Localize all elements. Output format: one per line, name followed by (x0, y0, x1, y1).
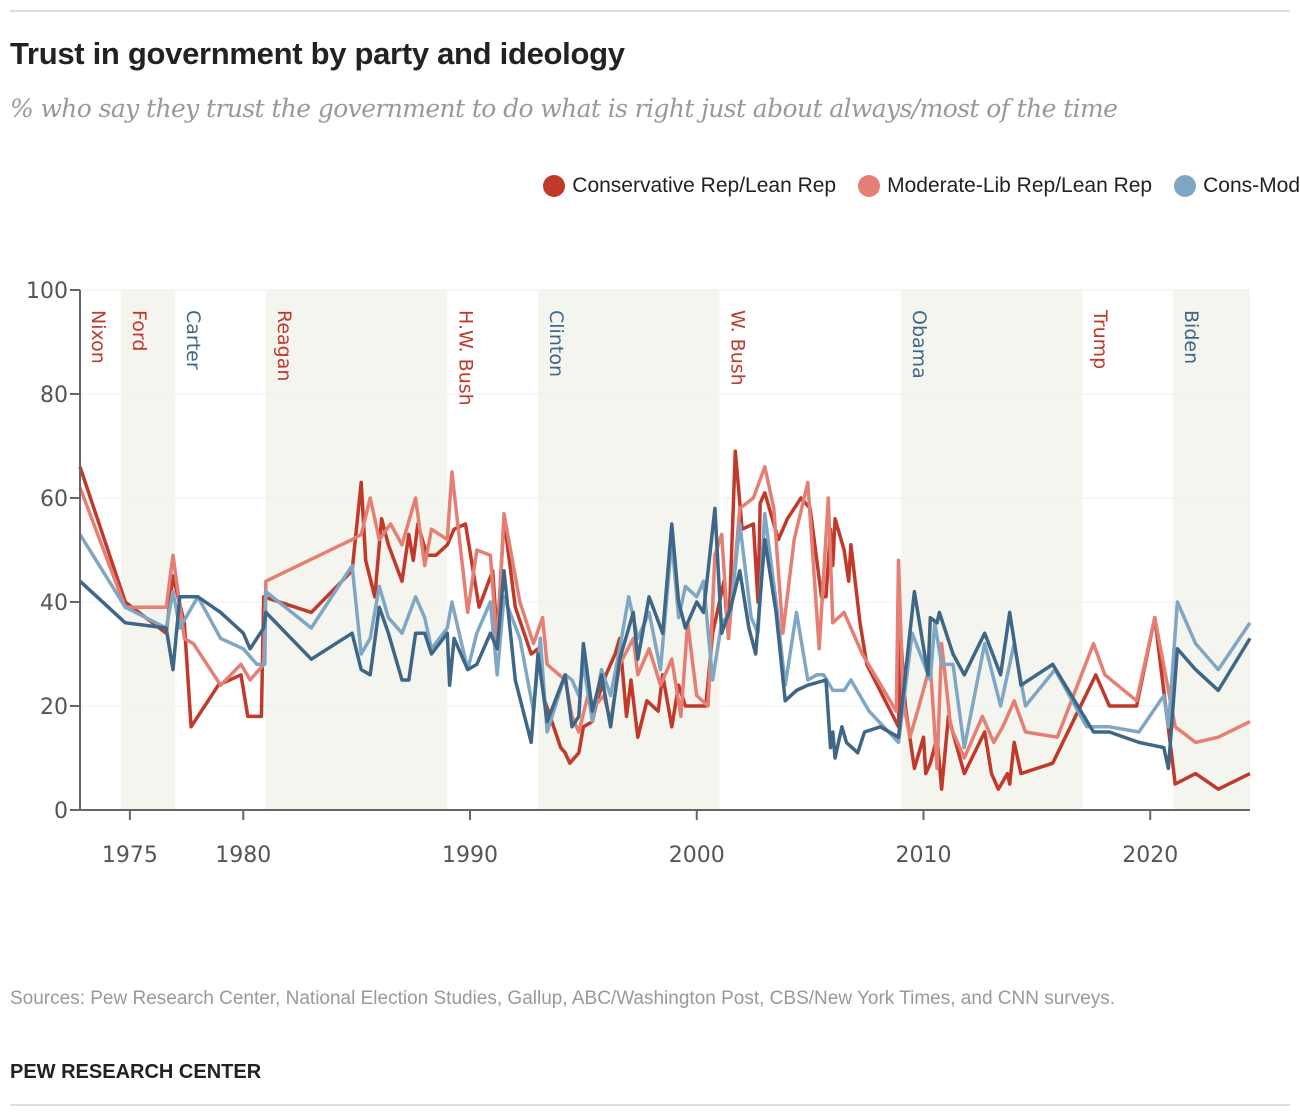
x-tick-label: 2000 (669, 843, 725, 868)
administration-label: Carter (182, 310, 204, 370)
series-line-1 (78, 465, 1251, 771)
administration-label: H.W. Bush (454, 310, 476, 406)
administration-label: Ford (128, 310, 150, 351)
series-line-2 (78, 511, 1252, 750)
administration-label: Nixon (87, 310, 109, 364)
series-line-3 (78, 506, 1252, 771)
top-rule (10, 10, 1290, 12)
x-tick-label: 2010 (895, 843, 951, 868)
administration-label: W. Bush (726, 310, 748, 386)
y-tick-label: 0 (54, 799, 68, 824)
administration-band (265, 290, 448, 810)
legend-item: Moderate-Lib Rep/Lean Rep (858, 174, 1152, 198)
administration-band (1172, 290, 1250, 810)
y-tick-label: 80 (40, 383, 68, 408)
legend-label: Moderate-Lib Rep/Lean Rep (887, 174, 1153, 197)
legend-item: Conservative Rep/Lean Rep (543, 174, 836, 198)
bottom-rule (10, 1104, 1290, 1106)
administration-label: Reagan (273, 310, 295, 381)
legend-swatch-icon (1174, 175, 1197, 197)
x-tick-label: 1975 (102, 843, 158, 868)
legend-label: Cons-Mod (1203, 174, 1300, 197)
source-note: Sources: Pew Research Center, National E… (10, 988, 1115, 1009)
chart-subtitle: % who say they trust the government to d… (10, 94, 1118, 123)
legend-swatch-icon (543, 175, 566, 197)
administration-label: Trump (1089, 309, 1111, 369)
administration-band (900, 290, 1083, 810)
y-tick-label: 40 (40, 591, 68, 616)
administration-band (120, 290, 176, 810)
chart: 0 20 40 60 80 100 Nixon Ford Carter Reagan H.W. Bu… (26, 279, 1252, 868)
legend-label: Conservative Rep/Lean Rep (572, 174, 837, 197)
x-tick-label: 2020 (1122, 843, 1178, 868)
x-tick-label: 1990 (442, 843, 498, 868)
brand-label: PEW RESEARCH CENTER (10, 1061, 262, 1083)
y-tick-label: 20 (40, 695, 68, 720)
administration-label: Obama (908, 310, 930, 379)
administration-label: Biden (1180, 310, 1202, 364)
administration-label: Clinton (545, 310, 567, 377)
series-line-0 (78, 449, 1251, 791)
chart-title: Trust in government by party and ideolog… (10, 36, 625, 71)
legend: Conservative Rep/Lean Rep Moderate-Lib Re… (543, 174, 1300, 198)
legend-item: Cons-Mod (1174, 174, 1300, 198)
y-tick-label: 100 (26, 279, 68, 304)
x-tick-label: 1980 (215, 843, 271, 868)
legend-swatch-icon (858, 175, 881, 197)
y-tick-label: 60 (40, 487, 68, 512)
administration-band (538, 290, 720, 810)
